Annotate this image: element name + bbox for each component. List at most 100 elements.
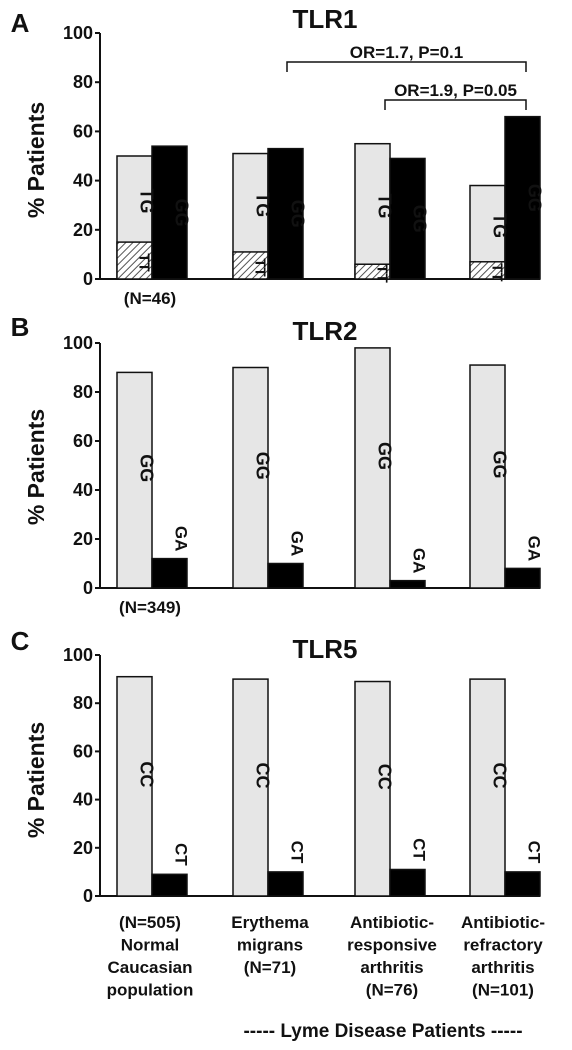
y-tick-label: 60 <box>73 121 93 141</box>
bar-ga <box>151 557 188 589</box>
y-tick-label: 40 <box>73 171 93 191</box>
bar-ga <box>267 562 304 589</box>
bar-label: GG <box>410 205 430 233</box>
bar-ct <box>389 868 426 897</box>
chart-title: TLR5 <box>293 634 358 664</box>
bar-cc <box>469 678 506 897</box>
bar-cc <box>232 678 269 897</box>
x-category-label: Normal <box>121 936 180 955</box>
chart-panel-a: A TLR1 % Patients 0 20 40 60 80 100 TT TG GG TT TG GG T… <box>11 4 545 308</box>
y-tick-label: 80 <box>73 693 93 713</box>
x-category-label: Antibiotic- <box>350 913 434 932</box>
bar-tg <box>354 142 391 280</box>
x-category-label: Erythema <box>231 913 309 932</box>
footer-label: ----- Lyme Disease Patients ----- <box>243 1021 522 1042</box>
bar-tt <box>116 241 153 280</box>
y-tick-label: 20 <box>73 529 93 549</box>
bar-label: GG <box>172 199 192 227</box>
x-category-label: population <box>107 981 194 1000</box>
panel-letter: B <box>11 312 30 342</box>
bar-label: CT <box>172 843 191 866</box>
bar-label: TG <box>137 189 157 214</box>
x-category-label: migrans <box>237 936 303 955</box>
bar-label: GG <box>525 184 545 212</box>
bar-cc <box>116 675 153 897</box>
x-category-label: (N=76) <box>366 981 418 1000</box>
bar-label: GA <box>288 531 307 557</box>
bar-gg <box>116 371 153 589</box>
bar-label: CT <box>525 841 544 864</box>
bar-label: TT <box>489 263 506 281</box>
chart-title: TLR1 <box>293 4 358 34</box>
y-tick-label: 60 <box>73 741 93 761</box>
bar-label: GG <box>288 200 308 228</box>
bar-ct <box>504 871 541 897</box>
bar-gg <box>354 347 391 589</box>
bar-gg <box>504 115 541 280</box>
bar-ga <box>389 579 426 589</box>
bar-ct <box>267 871 304 897</box>
y-tick-label: 20 <box>73 838 93 858</box>
y-tick-label: 100 <box>63 333 93 353</box>
bar-label: TT <box>252 258 269 276</box>
bar-label: GA <box>172 526 191 552</box>
x-category-label: arthritis <box>360 958 423 977</box>
panel-letter: A <box>11 8 30 38</box>
chart-title: TLR2 <box>293 316 358 346</box>
bar-label: GG <box>253 452 273 480</box>
bar-label: CT <box>410 838 429 861</box>
panel-letter: C <box>11 626 30 656</box>
y-tick-label: 0 <box>83 886 93 906</box>
bar-gg <box>389 157 426 280</box>
significance-label: OR=1.9, P=0.05 <box>394 81 517 100</box>
bar-label: GG <box>490 451 510 479</box>
n-label: (N=349) <box>119 598 181 617</box>
bar-label: CC <box>253 763 273 789</box>
bar-label: TT <box>136 253 153 271</box>
x-category-label: arthritis <box>471 958 534 977</box>
x-category-label: responsive <box>347 936 437 955</box>
chart-panel-b: B TLR2 % Patients 0 20 40 60 80 100 GG GA GG GA GG GA G… <box>11 312 544 617</box>
significance-bracket <box>286 61 527 72</box>
bar-label: GG <box>137 454 157 482</box>
bar-label: TG <box>375 193 395 218</box>
chart-panel-c: C TLR5 % Patients 0 20 40 60 80 100 CC CT CC CT CC CT C… <box>11 626 544 906</box>
y-tick-label: 60 <box>73 431 93 451</box>
y-tick-label: 40 <box>73 480 93 500</box>
n-label: (N=46) <box>124 289 176 308</box>
group-labels: (N=505) Normal Caucasian population Erythema… <box>107 913 545 1000</box>
bar-cc <box>354 680 391 897</box>
bar-label: TG <box>253 192 273 217</box>
y-tick-label: 0 <box>83 578 93 598</box>
y-tick-label: 80 <box>73 382 93 402</box>
bar-label: GA <box>410 548 429 574</box>
y-axis-label: % Patients <box>23 102 49 218</box>
bar-label: GG <box>375 442 395 470</box>
y-tick-label: 100 <box>63 23 93 43</box>
y-tick-label: 100 <box>63 645 93 665</box>
x-category-label: Antibiotic- <box>461 913 545 932</box>
bar-label: CC <box>490 763 510 789</box>
x-category-label: refractory <box>463 936 543 955</box>
bar-label: TT <box>374 264 391 282</box>
y-tick-label: 40 <box>73 790 93 810</box>
x-category-label: Caucasian <box>107 958 192 977</box>
x-category-label: (N=101) <box>472 981 534 1000</box>
y-tick-label: 80 <box>73 72 93 92</box>
bar-label: GA <box>525 536 544 562</box>
significance-label: OR=1.7, P=0.1 <box>350 43 463 62</box>
bar-gg <box>232 366 269 589</box>
y-tick-label: 20 <box>73 220 93 240</box>
bar-label: CC <box>137 761 157 787</box>
bar-gg <box>267 147 304 280</box>
y-axis-label: % Patients <box>23 409 49 525</box>
x-category-label: (N=505) <box>119 913 181 932</box>
significance-bracket <box>384 99 527 110</box>
bar-ct <box>151 873 188 897</box>
y-tick-label: 0 <box>83 269 93 289</box>
x-category-label: (N=71) <box>244 958 296 977</box>
bar-gg <box>151 145 188 280</box>
bar-label: TG <box>490 213 510 238</box>
y-axis-label: % Patients <box>23 722 49 838</box>
